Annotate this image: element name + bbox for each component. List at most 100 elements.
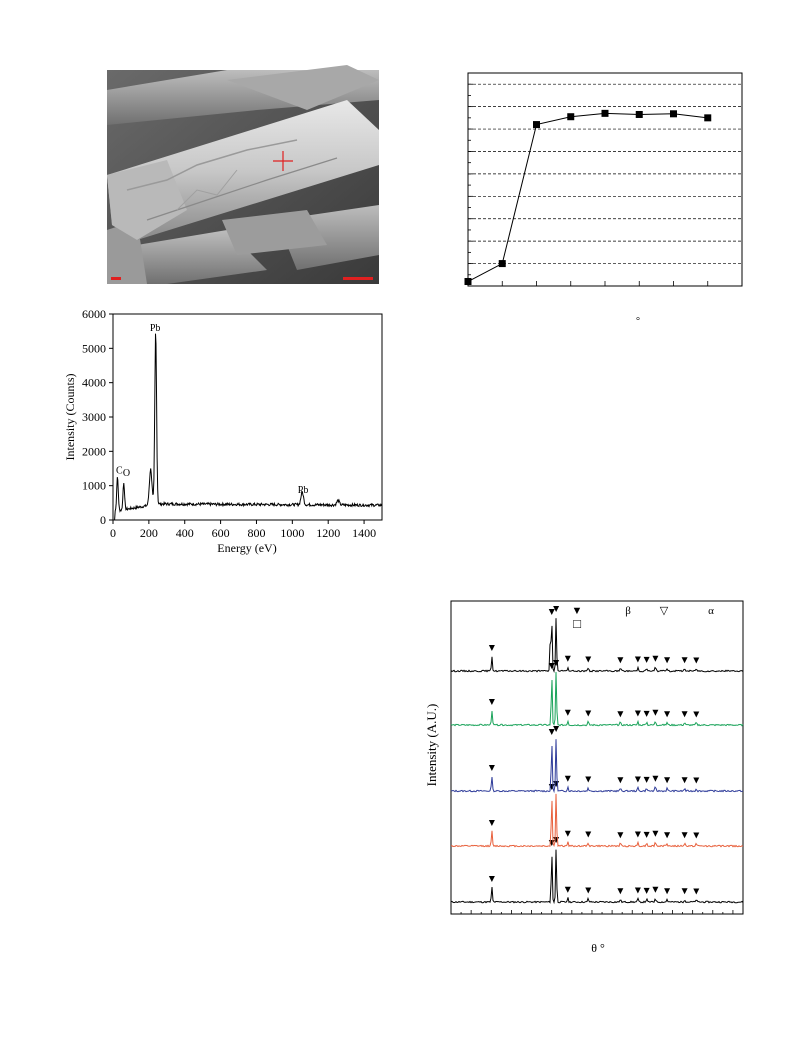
phase-marker: [693, 711, 700, 718]
legend-symbol-1: β: [625, 605, 631, 617]
line-chart-top-svg: °: [464, 72, 743, 327]
phase-marker: [488, 765, 495, 771]
phase-marker: [617, 832, 624, 839]
x-tick-label: 1000: [280, 526, 304, 540]
eds-spectrum: 0 200 400 600 800 1000 1200 1400 0 1000 2000 3000 40…: [60, 305, 390, 560]
xrd-pattern-2: [450, 739, 744, 794]
phase-marker: [617, 888, 624, 895]
x-axis-label: °: [636, 316, 640, 327]
y-tick-label: 5000: [82, 341, 106, 355]
xrd-patterns: ▼ β ▽ α □ θ ° Intensity (A.U.): [420, 595, 760, 960]
phase-marker: [585, 776, 592, 783]
legend-symbol-3: α: [708, 605, 714, 617]
phase-marker: [681, 777, 688, 784]
phase-marker: [634, 887, 641, 894]
plot-frame: [450, 600, 744, 915]
phase-marker: [652, 886, 659, 893]
phase-marker: [564, 830, 571, 837]
y-axis-label: Intensity (Counts): [63, 374, 77, 461]
phase-marker: [652, 830, 659, 837]
phase-marker: [693, 657, 700, 664]
phase-marker: [652, 655, 659, 662]
y-tick-label: 1000: [82, 479, 106, 493]
series-line: [467, 112, 708, 282]
phase-marker: [553, 606, 560, 612]
phase-marker: [488, 876, 495, 882]
phase-marker: [634, 656, 641, 663]
y-tick-label: 2000: [82, 444, 106, 458]
phase-marker: [617, 777, 624, 784]
x-tick-label: 600: [212, 526, 230, 540]
y-axis-label: Intensity (A.U.): [424, 704, 439, 787]
xrd-patterns-svg: ▼ β ▽ α □ θ ° Intensity (A.U.): [424, 600, 744, 955]
phase-marker: [664, 832, 671, 839]
phase-marker: [643, 776, 650, 783]
phase-marker: [634, 831, 641, 838]
data-point-7: [704, 114, 712, 122]
data-point-3: [567, 113, 575, 121]
x-tick-label: 0: [110, 526, 116, 540]
x-tick-label: 400: [176, 526, 194, 540]
phase-marker: [643, 887, 650, 894]
data-point-2: [533, 121, 540, 129]
phase-marker: [564, 775, 571, 782]
data-point-6: [670, 110, 677, 118]
phase-marker: [643, 710, 650, 717]
legend-symbol-0: ▼: [572, 605, 583, 617]
data-point-0: [464, 278, 472, 286]
phase-marker: [585, 887, 592, 894]
sem-micrograph-icon: [107, 65, 379, 284]
phase-marker: [664, 711, 671, 718]
legend-symbol-4: □: [573, 616, 581, 631]
phase-marker: [634, 710, 641, 717]
phase-marker: [681, 888, 688, 895]
xrd-pattern-4: [450, 618, 744, 674]
x-tick-label: 800: [247, 526, 265, 540]
legend-symbol-2: ▽: [660, 605, 669, 617]
phase-marker: [693, 832, 700, 839]
x-tick-label: 200: [140, 526, 158, 540]
xrd-pattern-1: [450, 793, 744, 848]
phase-marker: [643, 831, 650, 838]
x-axis-label: Energy (eV): [217, 541, 276, 555]
peak-label-2: Pb: [150, 323, 161, 334]
phase-marker: [617, 711, 624, 718]
phase-marker: [693, 777, 700, 784]
phase-marker: [664, 888, 671, 895]
phase-marker: [652, 709, 659, 716]
phase-marker: [681, 657, 688, 664]
data-point-4: [601, 109, 609, 117]
phase-marker: [564, 655, 571, 662]
phase-marker: [681, 832, 688, 839]
x-tick-label: 1400: [352, 526, 376, 540]
phase-marker: [564, 709, 571, 716]
phase-marker: [634, 776, 641, 783]
phase-marker: [643, 656, 650, 663]
y-tick-label: 4000: [82, 376, 106, 390]
phase-marker: [488, 699, 495, 705]
phase-marker: [564, 886, 571, 893]
phase-marker: [548, 609, 555, 615]
sem-micrograph: [107, 65, 379, 284]
phase-marker: [664, 657, 671, 664]
eds-spectrum-svg: 0 200 400 600 800 1000 1200 1400 0 1000 2000 3000 40…: [63, 307, 383, 555]
x-tick-label: 1200: [316, 526, 340, 540]
data-point-5: [635, 110, 643, 118]
phase-marker: [488, 820, 495, 826]
phase-marker: [693, 888, 700, 895]
phase-marker: [585, 831, 592, 838]
xrd-pattern-3: [450, 671, 744, 727]
phase-marker: [617, 657, 624, 664]
phase-marker: [488, 645, 495, 651]
y-tick-label: 0: [100, 513, 106, 527]
spectrum-line: [113, 333, 383, 521]
peak-label-1: O: [123, 468, 130, 479]
phase-marker: [548, 729, 555, 735]
x-axis-label: θ °: [591, 941, 605, 955]
phase-marker: [681, 711, 688, 718]
phase-marker: [585, 656, 592, 663]
phase-marker: [652, 775, 659, 782]
y-tick-label: 6000: [82, 307, 106, 321]
line-chart-top: °: [450, 68, 750, 328]
data-point-1: [498, 260, 506, 268]
